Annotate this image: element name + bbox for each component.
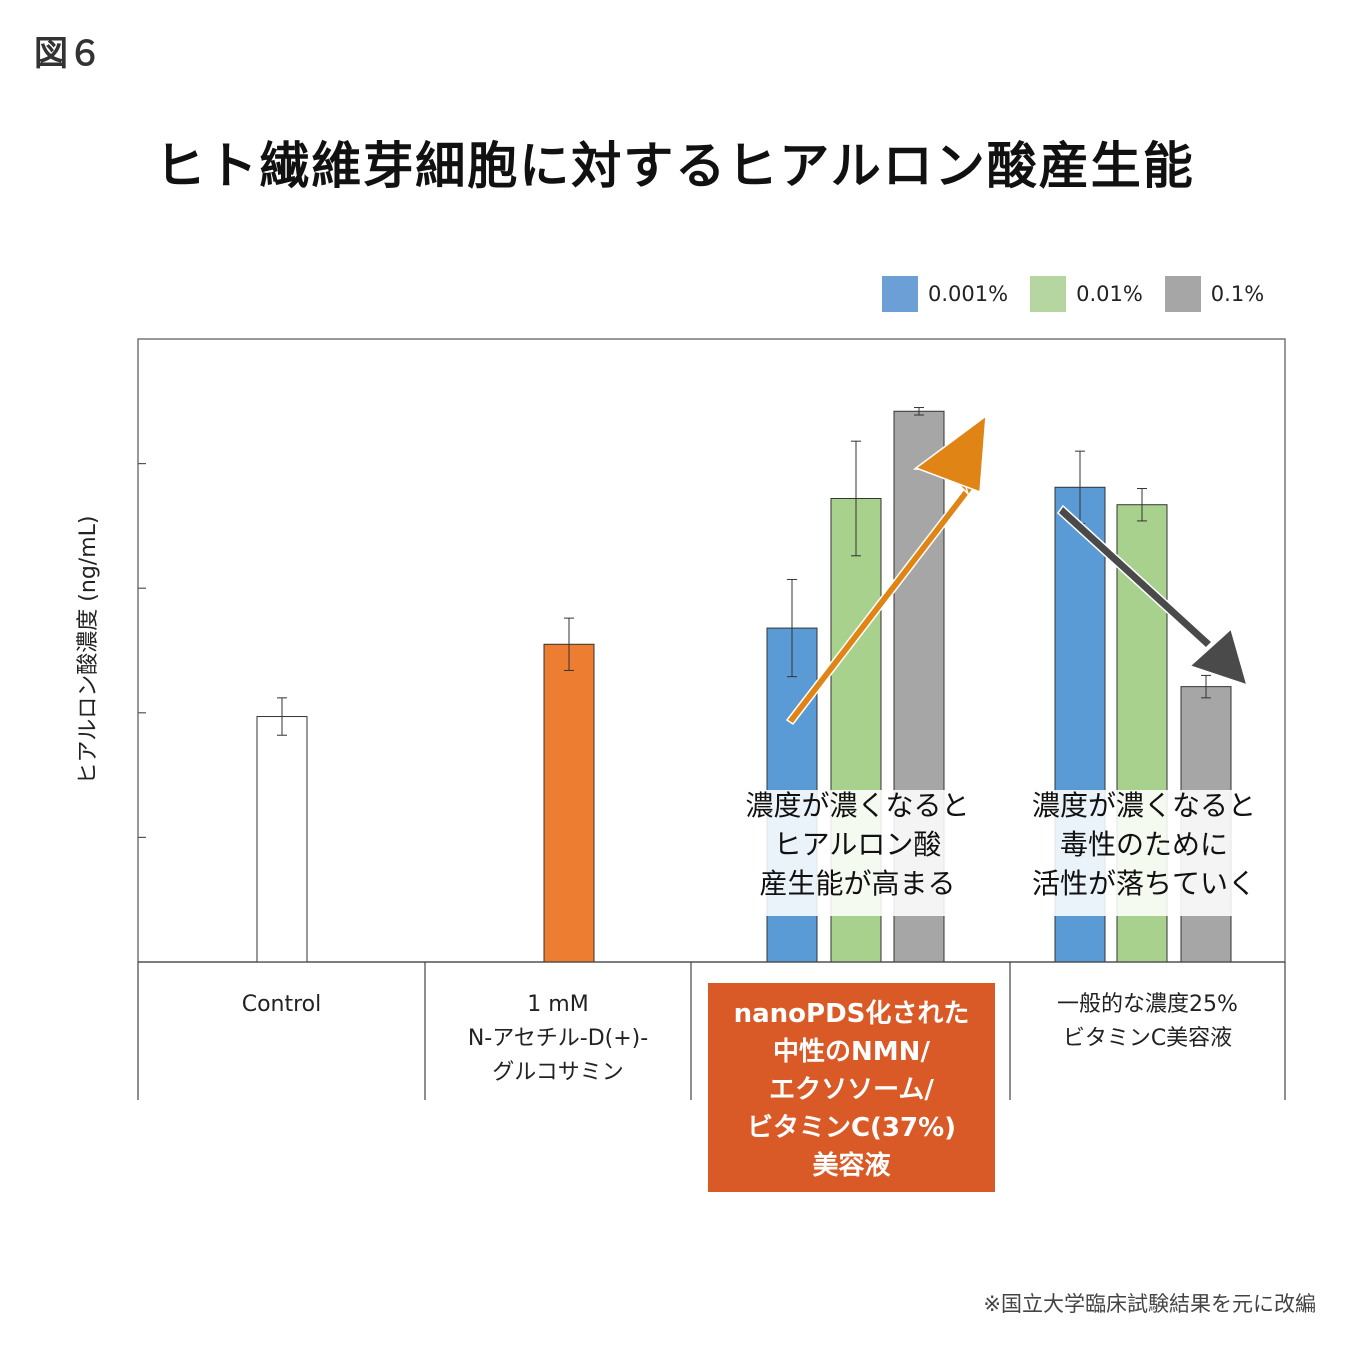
- legend-swatch-green: [1030, 276, 1067, 312]
- annotation-line: 濃度が濃くなると: [1031, 789, 1256, 822]
- legend-item-0001: 0.001%: [882, 276, 1008, 312]
- category-nag: 1 mM N-アセチル-D(+)- グルコサミン: [425, 988, 691, 1090]
- category-vitc: 一般的な濃度25% ビタミンC美容液: [1010, 988, 1285, 1056]
- legend-label: 0.1%: [1210, 282, 1265, 306]
- category-line: 一般的な濃度25%: [1057, 992, 1238, 1017]
- trend-arrow-down-head: [1188, 627, 1249, 687]
- category-nanopds: nanoPDS化された 中性のNMN/ エクソソーム/ ビタミンC(37%) 美…: [708, 983, 995, 1192]
- legend-item-01: 0.1%: [1164, 276, 1265, 312]
- category-line: nanoPDS化された: [733, 999, 970, 1029]
- trend-arrow-up-tip: [914, 414, 987, 494]
- legend-item-001: 0.01%: [1030, 276, 1143, 312]
- legend-label: 0.01%: [1076, 282, 1143, 306]
- trend-arrow-down-shaft: [1057, 504, 1214, 650]
- category-line: 1 mM: [527, 992, 589, 1017]
- annotation-backdrop-right: [1020, 790, 1270, 916]
- annotation-line: 毒性のために: [1059, 828, 1228, 861]
- trend-arrow-up-shaft: [785, 478, 979, 726]
- category-line: グルコサミン: [492, 1060, 624, 1085]
- annotation-decrease: 濃度が濃くなると 毒性のために 活性が落ちていく: [1010, 786, 1278, 903]
- annotation-line: 濃度が濃くなると: [745, 789, 970, 822]
- legend-label: 0.001%: [928, 282, 1009, 306]
- legend: 0.001% 0.01% 0.1%: [882, 276, 1286, 312]
- annotation-line: 活性が落ちていく: [1031, 867, 1256, 900]
- annotation-increase: 濃度が濃くなると ヒアルロン酸 産生能が高まる: [730, 786, 985, 903]
- category-line: 美容液: [812, 1151, 891, 1181]
- legend-swatch-blue: [882, 276, 918, 312]
- legend-swatch-gray: [1164, 276, 1201, 312]
- category-line: ビタミンC美容液: [1062, 1026, 1233, 1051]
- annotation-line: ヒアルロン酸: [773, 828, 942, 861]
- figure-label: 図６: [34, 34, 102, 74]
- category-line: エクソソーム/: [769, 1075, 934, 1105]
- bar: [256, 716, 308, 963]
- category-line: Control: [241, 992, 322, 1017]
- category-control: Control: [138, 988, 425, 1022]
- annotation-line: 産生能が高まる: [759, 867, 956, 900]
- category-line: 中性のNMN/: [773, 1037, 930, 1067]
- category-line: ビタミンC(37%): [746, 1113, 957, 1143]
- category-table: [137, 961, 1286, 1100]
- category-line: N-アセチル-D(+)-: [467, 1026, 649, 1051]
- bar: [543, 643, 595, 963]
- chart-title: ヒト繊維芽細胞に対するヒアルロン酸産生能: [155, 137, 1195, 195]
- annotation-backdrop-left: [760, 790, 955, 916]
- y-axis-label: ヒアルロン酸濃度 (ng/mL): [76, 516, 101, 785]
- footnote: ※国立大学臨床試験結果を元に改編: [983, 1292, 1316, 1316]
